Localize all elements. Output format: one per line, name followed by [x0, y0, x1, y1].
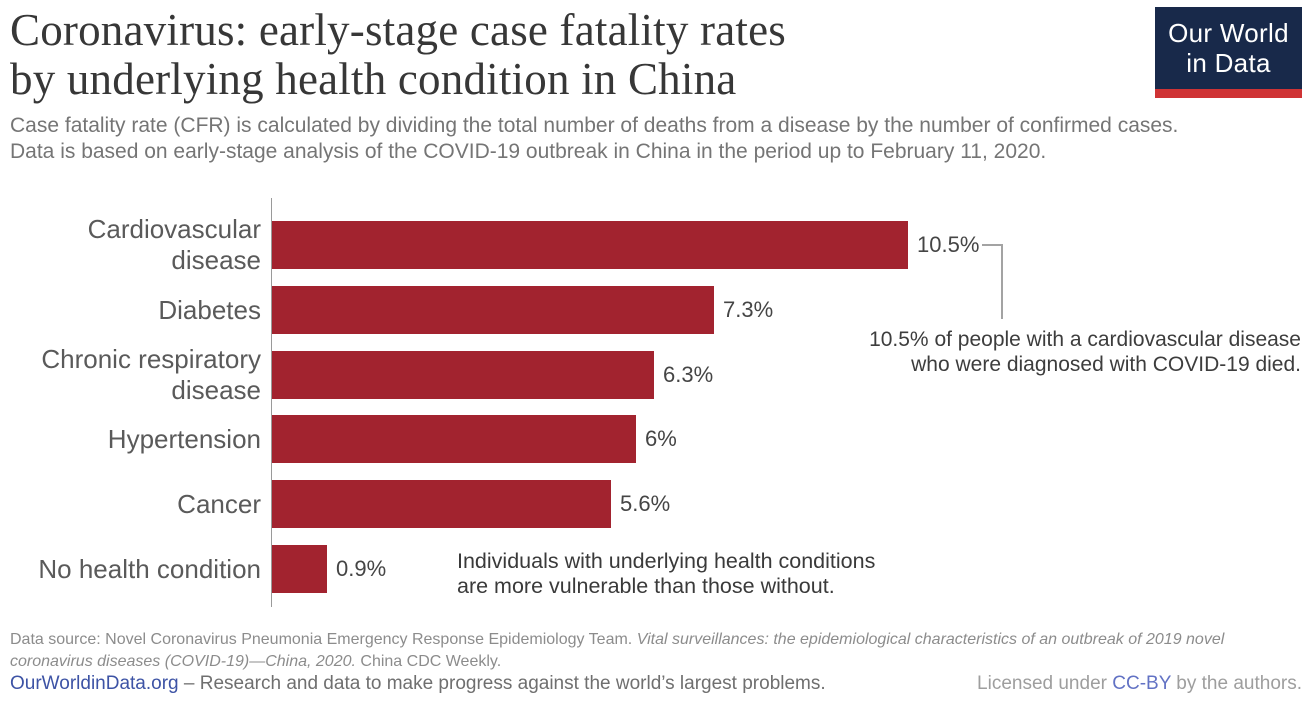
- callout-cardiovascular: 10.5% of people with a cardiovascular di…: [869, 327, 1301, 377]
- page-title: Coronavirus: early-stage case fatality r…: [10, 6, 786, 104]
- data-source-prefix: Data source: Novel Coronavirus Pneumonia…: [10, 631, 637, 648]
- owid-site-link[interactable]: OurWorldinData.org: [10, 673, 179, 694]
- subtitle-line-2: Data is based on early-stage analysis of…: [10, 140, 1047, 163]
- data-source-note: Data source: Novel Coronavirus Pneumonia…: [10, 629, 1302, 673]
- data-source-citation: Vital surveillances: the epidemiological…: [10, 631, 1225, 670]
- category-label: No health condition: [38, 553, 261, 584]
- data-source-suffix: China CDC Weekly.: [355, 653, 502, 670]
- ccby-license-link[interactable]: CC-BY: [1112, 673, 1172, 694]
- bar[interactable]: [272, 415, 636, 463]
- owid-logo-line-1: Our World: [1168, 18, 1289, 48]
- footer-branding: OurWorldinData.org – Research and data t…: [10, 672, 826, 696]
- footer-bottom-row: OurWorldinData.org – Research and data t…: [10, 672, 1302, 696]
- category-label: Diabetes: [158, 294, 261, 325]
- bar[interactable]: [272, 221, 908, 269]
- footer-tagline: – Research and data to make progress aga…: [178, 673, 826, 694]
- owid-logo-line-2: in Data: [1186, 48, 1271, 78]
- category-label: Chronic respiratory disease: [41, 344, 261, 405]
- license-prefix: Licensed under: [977, 673, 1113, 694]
- value-label: 5.6%: [620, 491, 671, 516]
- value-label: 6.3%: [663, 362, 714, 387]
- bar[interactable]: [272, 351, 654, 399]
- callout-cardiovascular-line-1: 10.5% of people with a cardiovascular di…: [869, 328, 1301, 351]
- title-line-2: by underlying health condition in China: [10, 54, 737, 104]
- license-suffix: by the authors.: [1171, 673, 1302, 694]
- category-label: Hypertension: [107, 423, 261, 454]
- owid-logo: Our World in Data: [1155, 7, 1302, 98]
- title-line-1: Coronavirus: early-stage case fatality r…: [10, 5, 786, 55]
- subtitle-line-1: Case fatality rate (CFR) is calculated b…: [10, 114, 1179, 137]
- category-label: Cardiovascular disease: [87, 214, 261, 275]
- bar[interactable]: [272, 545, 327, 593]
- value-label: 7.3%: [723, 297, 774, 322]
- value-label: 0.9%: [336, 556, 387, 581]
- owid-logo-red-strip: [1155, 89, 1302, 98]
- owid-logo-box: Our World in Data: [1155, 7, 1302, 89]
- callout-vulnerability-line-2: are more vulnerable than those without.: [457, 574, 835, 598]
- callout-vulnerability: Individuals with underlying health condi…: [457, 549, 875, 599]
- callout-connector-vertical: [1001, 244, 1003, 319]
- footer-license: Licensed under CC-BY by the authors.: [977, 672, 1302, 696]
- callout-connector-horizontal: [982, 244, 1003, 246]
- callout-cardiovascular-line-2: who were diagnosed with COVID-19 died.: [911, 353, 1301, 376]
- category-label: Cancer: [177, 488, 261, 519]
- bar[interactable]: [272, 480, 611, 528]
- chart-subtitle: Case fatality rate (CFR) is calculated b…: [10, 113, 1178, 165]
- bar[interactable]: [272, 286, 714, 334]
- callout-vulnerability-line-1: Individuals with underlying health condi…: [457, 549, 876, 573]
- value-label: 10.5%: [917, 232, 980, 257]
- value-label: 6%: [645, 426, 677, 451]
- y-axis-line: [271, 198, 272, 607]
